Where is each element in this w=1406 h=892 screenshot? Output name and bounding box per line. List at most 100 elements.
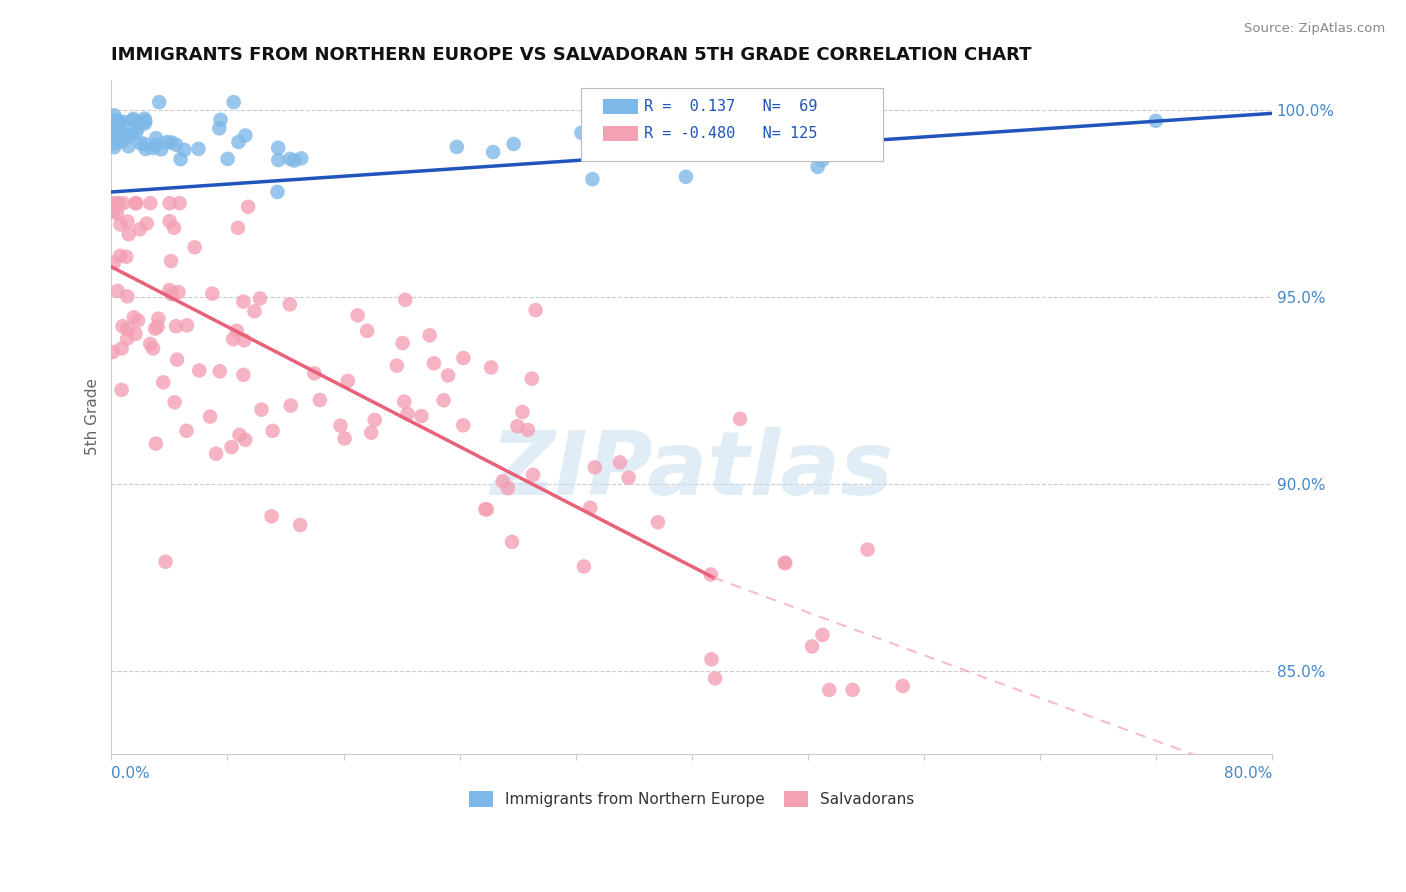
Point: [163, 220, 186, 235]
Point: [160, 287, 183, 301]
Point: [482, 145, 505, 159]
Point: [333, 432, 356, 446]
Point: [111, 319, 134, 334]
Point: [512, 405, 534, 419]
Point: [127, 117, 149, 131]
Point: [266, 185, 288, 199]
Point: [841, 682, 863, 697]
Point: [329, 418, 352, 433]
Point: [103, 126, 125, 140]
Point: [160, 254, 183, 268]
Point: [446, 140, 468, 154]
Point: [811, 628, 834, 642]
Point: [159, 214, 181, 228]
Text: R = -0.480   N= 125: R = -0.480 N= 125: [644, 126, 817, 141]
Point: [451, 418, 474, 433]
Point: [105, 115, 128, 129]
Point: [232, 294, 254, 309]
Point: [142, 342, 165, 356]
Point: [122, 310, 145, 325]
Point: [492, 475, 515, 489]
Point: [391, 336, 413, 351]
Point: [419, 328, 441, 343]
Point: [117, 139, 139, 153]
Point: [155, 555, 177, 569]
Point: [165, 137, 187, 152]
Point: [226, 220, 249, 235]
Point: [112, 132, 135, 146]
Point: [225, 324, 247, 338]
Point: [114, 115, 136, 129]
Point: [111, 342, 134, 356]
Point: [267, 153, 290, 167]
Point: [187, 142, 209, 156]
Point: [145, 131, 167, 145]
Point: [304, 367, 326, 381]
Point: [394, 394, 416, 409]
Point: [139, 337, 162, 351]
Point: [107, 115, 129, 129]
Point: [107, 196, 129, 211]
Point: [198, 409, 221, 424]
Point: [107, 115, 129, 129]
Point: [112, 196, 135, 211]
Point: [201, 286, 224, 301]
Point: [105, 206, 128, 220]
Point: [167, 285, 190, 299]
Point: [522, 467, 544, 482]
Point: [208, 364, 231, 378]
Point: [280, 399, 302, 413]
Point: [146, 319, 169, 334]
Point: [143, 321, 166, 335]
Point: [728, 412, 751, 426]
Point: [209, 112, 232, 127]
FancyBboxPatch shape: [582, 87, 883, 161]
Point: [617, 470, 640, 484]
Point: [309, 392, 332, 407]
Point: [818, 682, 841, 697]
Point: [135, 217, 157, 231]
Point: [156, 135, 179, 149]
Point: [124, 196, 146, 211]
Point: [228, 428, 250, 442]
Point: [112, 127, 135, 141]
Point: [145, 436, 167, 450]
Point: [437, 368, 460, 383]
Point: [360, 425, 382, 440]
Point: [288, 518, 311, 533]
Point: [148, 311, 170, 326]
Point: [579, 500, 602, 515]
Point: [700, 567, 723, 582]
Point: [107, 284, 129, 298]
Point: [107, 116, 129, 130]
Point: [103, 108, 125, 122]
Point: [475, 502, 498, 516]
Point: [520, 371, 543, 385]
Point: [117, 129, 139, 144]
Point: [278, 152, 301, 166]
Point: [128, 222, 150, 236]
Point: [132, 136, 155, 151]
Point: [394, 293, 416, 307]
Point: [101, 196, 124, 211]
Point: [103, 131, 125, 145]
FancyBboxPatch shape: [603, 126, 638, 141]
Point: [114, 129, 136, 144]
Point: [142, 141, 165, 155]
Text: Source: ZipAtlas.com: Source: ZipAtlas.com: [1244, 22, 1385, 36]
Point: [115, 332, 138, 346]
Point: [105, 196, 128, 211]
Point: [260, 509, 283, 524]
Point: [801, 640, 824, 654]
Point: [101, 204, 124, 219]
Point: [1144, 113, 1167, 128]
Point: [165, 319, 187, 334]
Point: [811, 153, 834, 167]
Point: [228, 135, 250, 149]
Point: [176, 424, 198, 438]
Point: [145, 137, 167, 152]
Point: [188, 363, 211, 377]
Text: 0.0%: 0.0%: [111, 765, 150, 780]
Y-axis label: 5th Grade: 5th Grade: [86, 378, 100, 455]
Point: [283, 153, 305, 168]
